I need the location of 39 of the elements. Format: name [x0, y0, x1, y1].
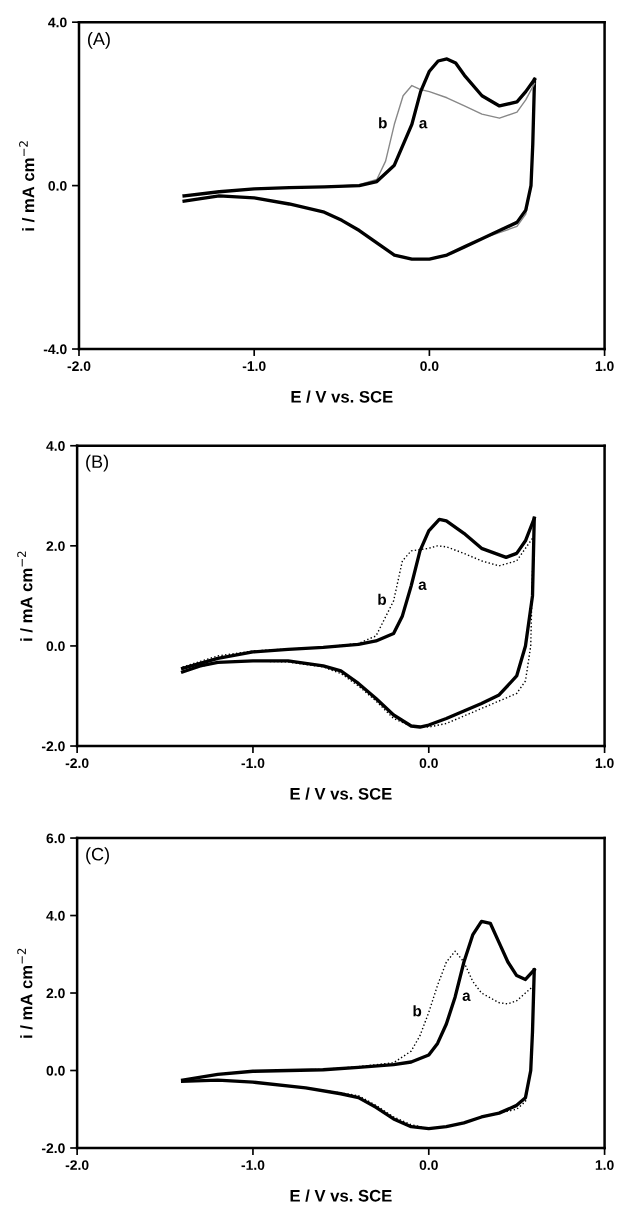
x-axis-title: E / V vs. SCE: [290, 1189, 392, 1202]
series-label: b: [413, 1005, 422, 1017]
x-tick-label: -2.0: [65, 1160, 89, 1170]
y-tick-label: -2.0: [41, 741, 65, 752]
series-label: a: [419, 120, 428, 129]
x-tick-label: 0.0: [419, 1160, 438, 1170]
y-tick-label: 4.0: [46, 441, 65, 451]
y-tick-label: 0.0: [46, 1065, 65, 1076]
x-tick-label: 1.0: [595, 1160, 614, 1170]
annotation: (C): [86, 847, 109, 865]
annotation: (A): [88, 32, 110, 49]
x-tick-label: -2.0: [67, 361, 91, 372]
x-tick-label: -1.0: [241, 758, 265, 769]
y-tick-label: 0.0: [48, 180, 67, 191]
x-tick-label: -2.0: [65, 758, 89, 769]
annotation: (B): [86, 454, 108, 472]
series-label: b: [379, 117, 387, 129]
y-tick-label: -4.0: [43, 344, 67, 355]
y-axis-title: i / mA cm$^{−2}$: [17, 551, 33, 641]
y-tick-label: 2.0: [46, 541, 65, 551]
y-tick-label: -2.0: [41, 1143, 65, 1154]
y-tick-label: 0.0: [46, 641, 65, 652]
x-axis-title: E / V vs. SCE: [291, 390, 393, 403]
series-label: a: [418, 581, 427, 590]
x-tick-label: 0.0: [419, 758, 438, 769]
x-tick-label: 1.0: [595, 758, 614, 769]
series-label: a: [462, 992, 471, 1001]
series-label: b: [378, 593, 387, 605]
y-tick-label: 6.0: [46, 833, 65, 844]
x-tick-label: 0.0: [420, 361, 439, 372]
x-axis-title: E / V vs. SCE: [290, 787, 392, 800]
y-axis-title: i / mA cm$^{−2}$: [19, 141, 35, 231]
x-tick-label: -1.0: [241, 1160, 265, 1170]
y-tick-label: 4.0: [48, 17, 67, 28]
x-tick-label: 1.0: [595, 361, 614, 372]
y-tick-label: 2.0: [46, 988, 65, 999]
y-tick-label: 4.0: [46, 910, 65, 921]
y-axis-title: i / mA cm$^{−2}$: [17, 948, 33, 1038]
x-tick-label: -1.0: [242, 361, 266, 372]
